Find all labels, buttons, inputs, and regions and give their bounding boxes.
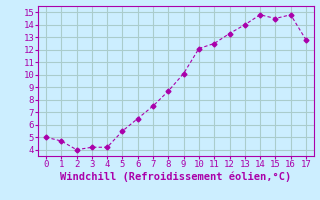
X-axis label: Windchill (Refroidissement éolien,°C): Windchill (Refroidissement éolien,°C) <box>60 172 292 182</box>
